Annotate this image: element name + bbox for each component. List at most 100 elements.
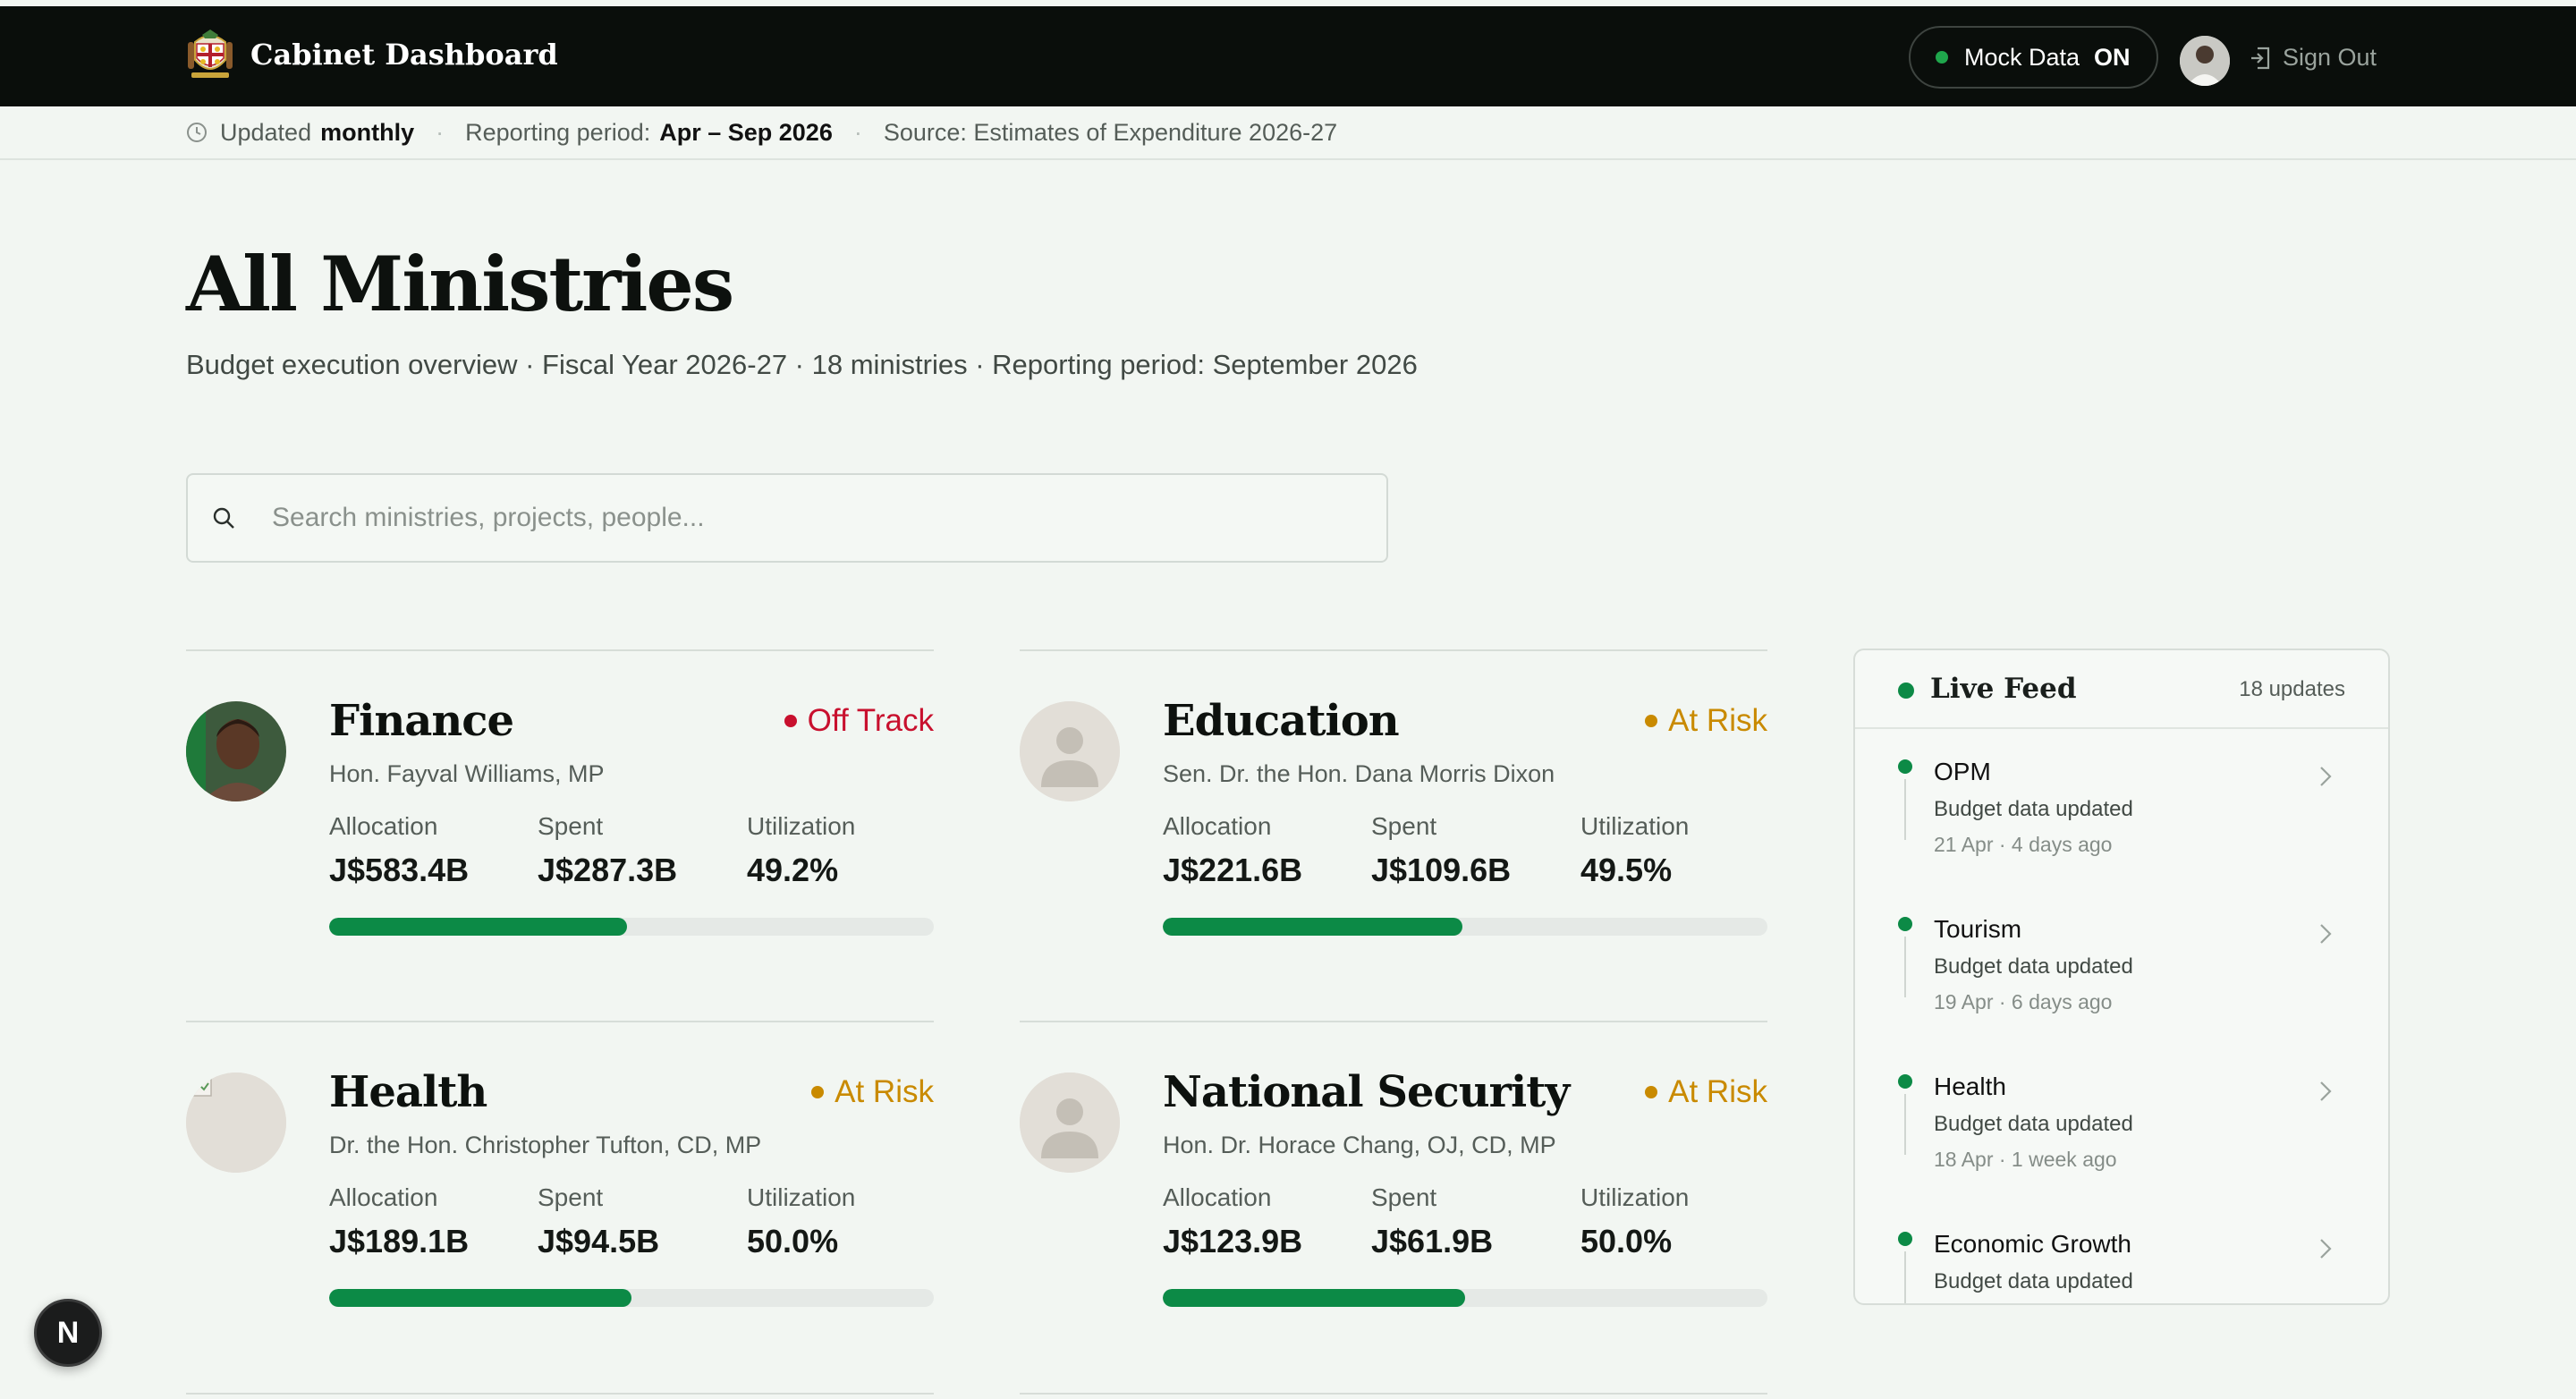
- ministry-name: Health: [329, 1067, 487, 1117]
- dev-tools-badge[interactable]: N: [34, 1299, 102, 1367]
- sign-out-icon: [2251, 47, 2270, 69]
- ministry-card-finance[interactable]: Finance Off Track Hon. Fayval Williams, …: [186, 649, 934, 1022]
- live-feed-list: OPM Budget data updated 21 Apr · 4 days …: [1855, 729, 2388, 1303]
- ministry-card-education[interactable]: Education At Risk Sen. Dr. the Hon. Dana…: [1020, 649, 1767, 1022]
- feed-item[interactable]: OPM Budget data updated 21 Apr · 4 days …: [1855, 729, 2388, 886]
- status-dot: [811, 1086, 825, 1098]
- search-box[interactable]: [186, 473, 1388, 563]
- minister-name: Dr. the Hon. Christopher Tufton, CD, MP: [329, 1132, 762, 1158]
- coat-of-arms-icon: [188, 30, 233, 78]
- minister-photo: [186, 1073, 286, 1173]
- broken-image-icon: [186, 1073, 286, 1173]
- allocation-label: Allocation: [1163, 812, 1272, 840]
- timeline-line: [1904, 1094, 1906, 1155]
- mock-status-dot: [1936, 51, 1948, 64]
- ministry-name: National Security: [1163, 1067, 1570, 1117]
- utilization-label: Utilization: [1580, 1183, 1690, 1211]
- live-feed-panel: Live Feed 18 updates OPM Budget data upd…: [1853, 649, 2390, 1305]
- page-subtitle: Budget execution overview · Fiscal Year …: [186, 349, 1418, 380]
- ministry-name: Finance: [329, 696, 514, 746]
- feed-item-title: Health: [1934, 1073, 2006, 1100]
- ministry-card-health[interactable]: Health At Risk Dr. the Hon. Christopher …: [186, 1021, 934, 1393]
- feed-dot: [1898, 759, 1912, 774]
- utilization-progress-bar: [329, 1289, 934, 1307]
- allocation-value: J$221.6B: [1163, 852, 1303, 888]
- status-label: Off Track: [807, 703, 934, 738]
- feed-item-meta: 21 Apr · 4 days ago: [1934, 833, 2113, 856]
- feed-item[interactable]: Health Budget data updated 18 Apr · 1 we…: [1855, 1044, 2388, 1201]
- mock-data-state: ON: [2094, 43, 2131, 71]
- minister-photo: [1020, 1073, 1120, 1173]
- minister-name: Sen. Dr. the Hon. Dana Morris Dixon: [1163, 760, 1555, 787]
- feed-item-desc: Budget data updated: [1934, 1269, 2133, 1293]
- allocation-label: Allocation: [329, 1183, 438, 1211]
- allocation-value: J$189.1B: [329, 1223, 470, 1259]
- spent-value: J$109.6B: [1371, 852, 1512, 888]
- utilization-progress-bar: [1163, 1289, 1767, 1307]
- utilization-label: Utilization: [747, 1183, 856, 1211]
- clock-icon: [187, 123, 207, 142]
- period-label: Reporting period:: [465, 118, 651, 146]
- status-dot: [784, 715, 797, 727]
- feed-item-title: OPM: [1934, 758, 1991, 785]
- feed-item-meta: 18 Apr · 1 week ago: [1934, 1148, 2117, 1171]
- status-badge: At Risk: [1645, 1074, 1767, 1110]
- feed-item-desc: Budget data updated: [1934, 1112, 2133, 1136]
- chevron-right-icon: [2320, 767, 2332, 786]
- divider: [186, 1393, 934, 1395]
- feed-dot: [1898, 917, 1912, 931]
- status-label: At Risk: [835, 1074, 934, 1109]
- minister-photo: [186, 701, 286, 801]
- minister-name: Hon. Fayval Williams, MP: [329, 760, 605, 787]
- ministry-name: Education: [1163, 696, 1400, 746]
- utilization-label: Utilization: [747, 812, 856, 840]
- utilization-value: 49.2%: [747, 852, 839, 888]
- timeline-line: [1904, 779, 1906, 840]
- chevron-right-icon: [2320, 1239, 2332, 1259]
- spent-label: Spent: [1371, 812, 1437, 840]
- separator-dot: ·: [853, 118, 862, 146]
- utilization-value: 49.5%: [1580, 852, 1673, 888]
- feed-item-meta: 19 Apr · 6 days ago: [1934, 990, 2113, 1013]
- feed-dot: [1898, 1074, 1912, 1089]
- chevron-right-icon: [2320, 924, 2332, 944]
- minister-portrait-icon: [186, 701, 286, 801]
- live-indicator-dot: [1898, 683, 1914, 699]
- minister-name: Hon. Dr. Horace Chang, OJ, CD, MP: [1163, 1132, 1556, 1158]
- allocation-label: Allocation: [329, 812, 438, 840]
- status-badge: Off Track: [784, 703, 934, 739]
- status-dot: [1645, 1086, 1658, 1098]
- feed-item-desc: Budget data updated: [1934, 954, 2133, 979]
- allocation-value: J$123.9B: [1163, 1223, 1303, 1259]
- sign-out-button[interactable]: Sign Out: [2249, 44, 2377, 72]
- chevron-right-icon: [2320, 1081, 2332, 1101]
- ministry-card-national-security[interactable]: National Security At Risk Hon. Dr. Horac…: [1020, 1021, 1767, 1393]
- progress-fill: [329, 918, 627, 936]
- feed-item-title: Economic Growth: [1934, 1230, 2131, 1258]
- mock-data-toggle[interactable]: Mock Data ON: [1909, 26, 2158, 89]
- search-input[interactable]: [272, 503, 1345, 533]
- page-title: All Ministries: [186, 240, 734, 328]
- progress-fill: [1163, 1289, 1465, 1307]
- spent-label: Spent: [538, 1183, 604, 1211]
- updated-value: monthly: [320, 118, 415, 146]
- status-label: At Risk: [1668, 1074, 1767, 1109]
- feed-item[interactable]: Economic Growth Budget data updated: [1855, 1201, 2388, 1303]
- user-avatar[interactable]: [2180, 36, 2230, 86]
- timeline-line: [1904, 1251, 1906, 1303]
- user-portrait-icon: [2180, 36, 2230, 86]
- spent-value: J$287.3B: [538, 852, 678, 888]
- minister-photo: [1020, 701, 1120, 801]
- live-feed-title: Live Feed: [1930, 673, 2077, 705]
- source-text: Source: Estimates of Expenditure 2026-27: [883, 118, 1338, 146]
- sign-out-label: Sign Out: [2283, 44, 2377, 71]
- brand[interactable]: Cabinet Dashboard: [186, 30, 558, 80]
- period-value: Apr – Sep 2026: [659, 118, 833, 146]
- utilization-progress-bar: [329, 918, 934, 936]
- updated-label: Updated: [220, 118, 312, 146]
- top-navbar: Cabinet Dashboard Mock Data ON Sign Out: [0, 6, 2576, 106]
- feed-dot: [1898, 1232, 1912, 1246]
- progress-fill: [1163, 918, 1462, 936]
- feed-item[interactable]: Tourism Budget data updated 19 Apr · 6 d…: [1855, 886, 2388, 1044]
- status-dot: [1645, 715, 1658, 727]
